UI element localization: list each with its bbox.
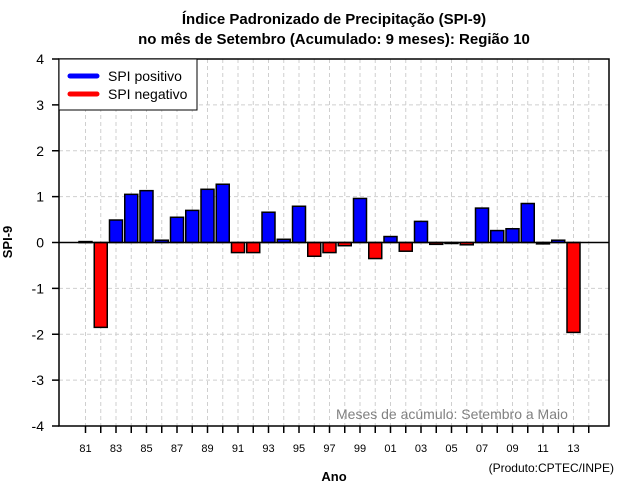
x-tick-label: 03: [415, 443, 427, 455]
x-tick-label: 83: [110, 443, 122, 455]
bar-negative: [230, 241, 246, 254]
bar-positive: [352, 197, 368, 244]
y-axis-label: SPI-9: [0, 226, 15, 259]
bar-positive: [215, 183, 230, 244]
y-tick-label: 3: [36, 97, 44, 113]
x-axis: 81 83 85 87 89 91 93 95 97 99 01 03 05 07 09 11 13: [79, 426, 590, 455]
chart-subtitle: no mês de Setembro (Acumulado: 9 meses):…: [138, 31, 530, 48]
x-tick-label: 89: [201, 443, 213, 455]
bars: [78, 183, 581, 334]
bar-negative: [566, 241, 581, 334]
y-tick-label: 1: [36, 189, 44, 205]
bar-negative: [322, 241, 337, 254]
product-credit: (Produto:CPTEC/INPE): [489, 461, 614, 475]
x-tick-label: 99: [354, 443, 366, 455]
x-tick-label: 81: [79, 443, 91, 455]
bar-positive: [261, 211, 276, 244]
x-tick-label: 05: [445, 443, 457, 455]
legend-box: [58, 58, 198, 111]
bar-positive: [490, 229, 505, 244]
legend: SPI positivo SPI negativo: [58, 58, 198, 111]
y-axis: 4 3 2 1 0 -1 -2 -3 -4: [32, 51, 59, 434]
chart-title: Índice Padronizado de Precipitação (SPI-…: [182, 11, 486, 28]
x-tick-label: 87: [171, 443, 183, 455]
x-tick-label: 11: [537, 443, 548, 455]
bar-negative: [246, 241, 261, 254]
x-axis-label: Ano: [321, 469, 346, 484]
y-tick-label: 4: [36, 51, 44, 67]
y-tick-label: -4: [32, 418, 45, 434]
y-tick-label: 2: [36, 143, 44, 159]
bar-negative: [93, 241, 108, 329]
bar-positive: [200, 188, 215, 244]
bar-positive: [291, 205, 307, 244]
y-tick-label: -2: [32, 326, 45, 342]
bar-negative: [307, 241, 322, 258]
bar-positive: [520, 202, 535, 244]
bar-positive: [139, 189, 154, 244]
bar-positive: [185, 209, 200, 244]
accumulation-note: Meses de acúmulo: Setembro a Maio: [336, 406, 568, 422]
x-tick-label: 91: [232, 443, 244, 455]
bar-negative: [368, 241, 383, 260]
bar-positive: [124, 193, 139, 244]
x-tick-label: 95: [293, 443, 305, 455]
bar-positive: [505, 227, 520, 244]
bar-positive: [108, 219, 124, 244]
legend-label-positive: SPI positivo: [108, 68, 182, 84]
legend-label-negative: SPI negativo: [108, 86, 188, 102]
x-tick-label: 09: [506, 443, 518, 455]
x-tick-label: 01: [384, 443, 396, 455]
y-tick-label: 0: [36, 235, 44, 251]
x-tick-label: 85: [140, 443, 152, 455]
x-tick-label: 93: [262, 443, 274, 455]
x-tick-label: 13: [567, 443, 579, 455]
x-tick-label: 07: [476, 443, 488, 455]
bar-positive: [413, 220, 429, 244]
bar-positive: [474, 207, 490, 244]
x-tick-label: 97: [323, 443, 335, 455]
bar-positive: [383, 235, 398, 244]
y-tick-label: -1: [32, 280, 45, 296]
bar-negative: [398, 241, 413, 252]
bar-positive: [169, 216, 185, 244]
y-tick-label: -3: [32, 372, 45, 388]
